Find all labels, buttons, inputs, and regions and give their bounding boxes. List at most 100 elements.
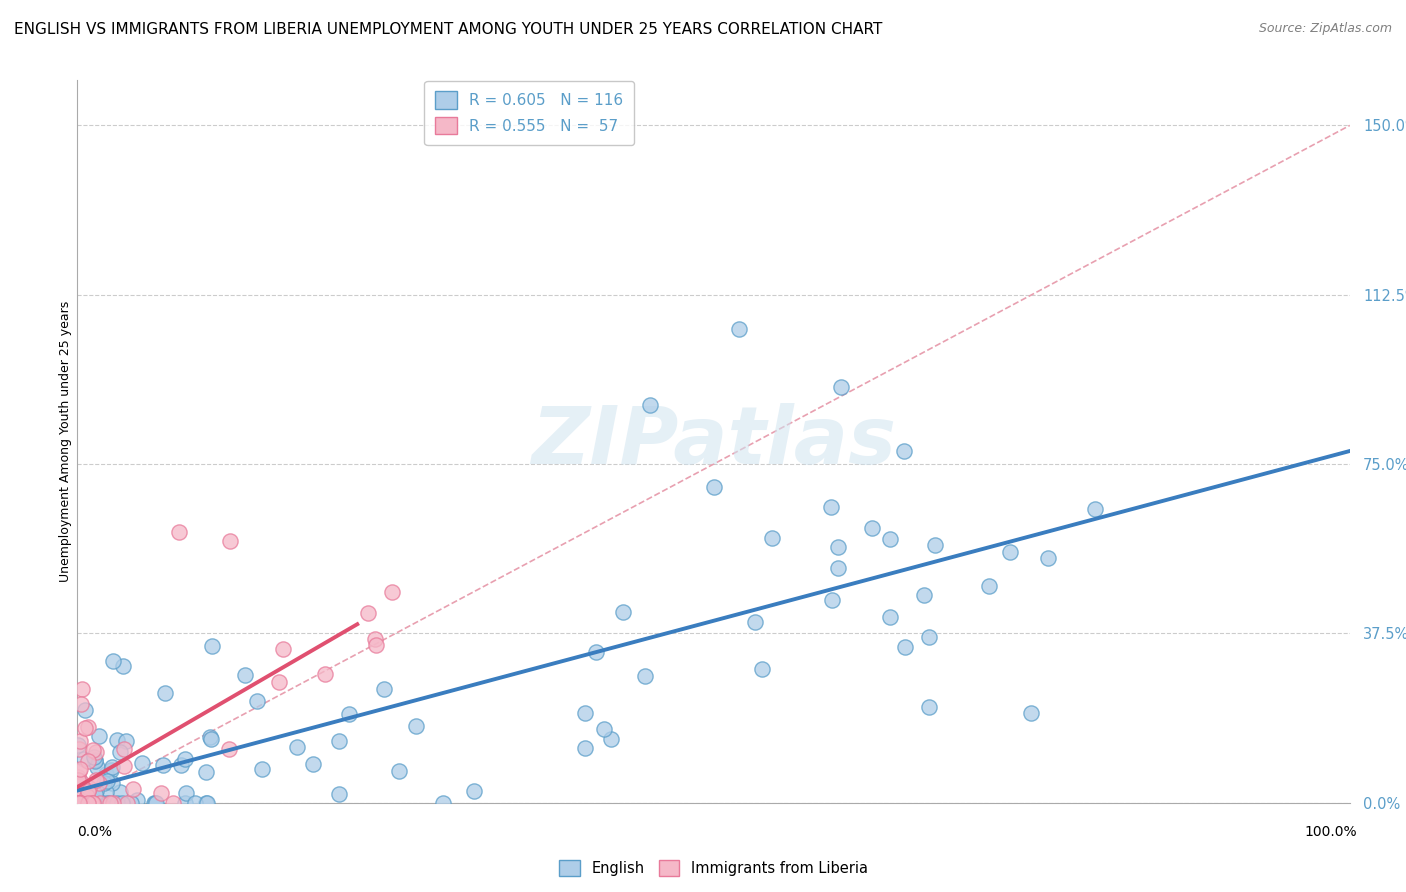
Point [84, 787, 107, 801]
Point [373, 682, 395, 697]
Point [634, 668, 657, 682]
Point [98, 796, 121, 810]
Point [73, 752, 96, 766]
Point [150, 786, 173, 800]
Point [77, 796, 100, 810]
Point [145, 796, 167, 810]
Point [125, 793, 148, 807]
Point [94, 785, 117, 799]
Text: 0.0%: 0.0% [77, 825, 112, 839]
Point [924, 539, 946, 553]
Point [69, 796, 91, 810]
Point [70, 697, 93, 711]
Point [246, 694, 269, 708]
Point [84, 784, 107, 798]
Point [271, 641, 294, 656]
Point [110, 785, 132, 799]
Point [728, 321, 751, 335]
Point [76, 789, 98, 804]
Point [96, 774, 118, 789]
Point [893, 640, 915, 654]
Point [98, 796, 121, 810]
Point [69, 762, 91, 776]
Point [285, 740, 308, 755]
Point [585, 645, 607, 659]
Point [96, 766, 118, 780]
Point [90, 796, 112, 810]
Point [820, 500, 842, 515]
Point [67, 764, 90, 779]
Point [120, 796, 142, 810]
Text: Source: ZipAtlas.com: Source: ZipAtlas.com [1258, 22, 1392, 36]
Point [122, 781, 145, 796]
Point [751, 661, 773, 675]
Point [574, 740, 596, 755]
Point [66, 796, 89, 810]
Point [82, 743, 104, 757]
Point [77, 720, 100, 734]
Point [314, 667, 336, 681]
Point [111, 796, 134, 810]
Point [173, 752, 195, 766]
Legend: English, Immigrants from Liberia: English, Immigrants from Liberia [554, 854, 873, 882]
Y-axis label: Unemployment Among Youth under 25 years: Unemployment Among Youth under 25 years [59, 301, 72, 582]
Point [82, 796, 104, 810]
Point [77, 754, 100, 768]
Point [998, 544, 1021, 558]
Point [600, 732, 623, 747]
Point [879, 610, 901, 624]
Point [87, 729, 110, 743]
Point [66, 796, 89, 810]
Point [918, 630, 941, 644]
Point [69, 796, 91, 810]
Point [67, 772, 90, 787]
Point [912, 588, 935, 602]
Point [703, 480, 725, 494]
Point [184, 796, 207, 810]
Point [170, 757, 193, 772]
Text: ZIPatlas: ZIPatlas [531, 402, 896, 481]
Point [219, 533, 242, 548]
Point [67, 796, 90, 810]
Point [357, 606, 380, 620]
Point [75, 791, 97, 805]
Point [69, 796, 91, 810]
Point [80, 791, 103, 805]
Point [72, 787, 94, 801]
Point [84, 772, 107, 787]
Point [115, 796, 138, 810]
Point [111, 658, 134, 673]
Point [96, 796, 118, 810]
Point [82, 796, 104, 810]
Point [70, 796, 93, 810]
Point [103, 654, 125, 668]
Point [91, 796, 114, 810]
Point [90, 796, 112, 810]
Point [112, 759, 135, 773]
Point [67, 796, 90, 810]
Point [97, 796, 120, 810]
Point [574, 706, 596, 720]
Point [69, 796, 91, 810]
Point [201, 639, 224, 653]
Point [198, 730, 221, 744]
Point [173, 796, 195, 810]
Point [101, 776, 124, 790]
Point [827, 540, 849, 554]
Point [302, 757, 325, 772]
Point [70, 796, 93, 810]
Point [405, 718, 427, 732]
Point [69, 796, 91, 810]
Point [75, 796, 97, 810]
Point [194, 796, 217, 810]
Point [75, 796, 97, 810]
Point [380, 585, 402, 599]
Point [67, 741, 90, 756]
Point [977, 579, 1000, 593]
Point [93, 796, 115, 810]
Point [200, 732, 222, 747]
Point [194, 764, 217, 779]
Point [252, 762, 274, 776]
Point [167, 524, 190, 539]
Point [328, 788, 350, 802]
